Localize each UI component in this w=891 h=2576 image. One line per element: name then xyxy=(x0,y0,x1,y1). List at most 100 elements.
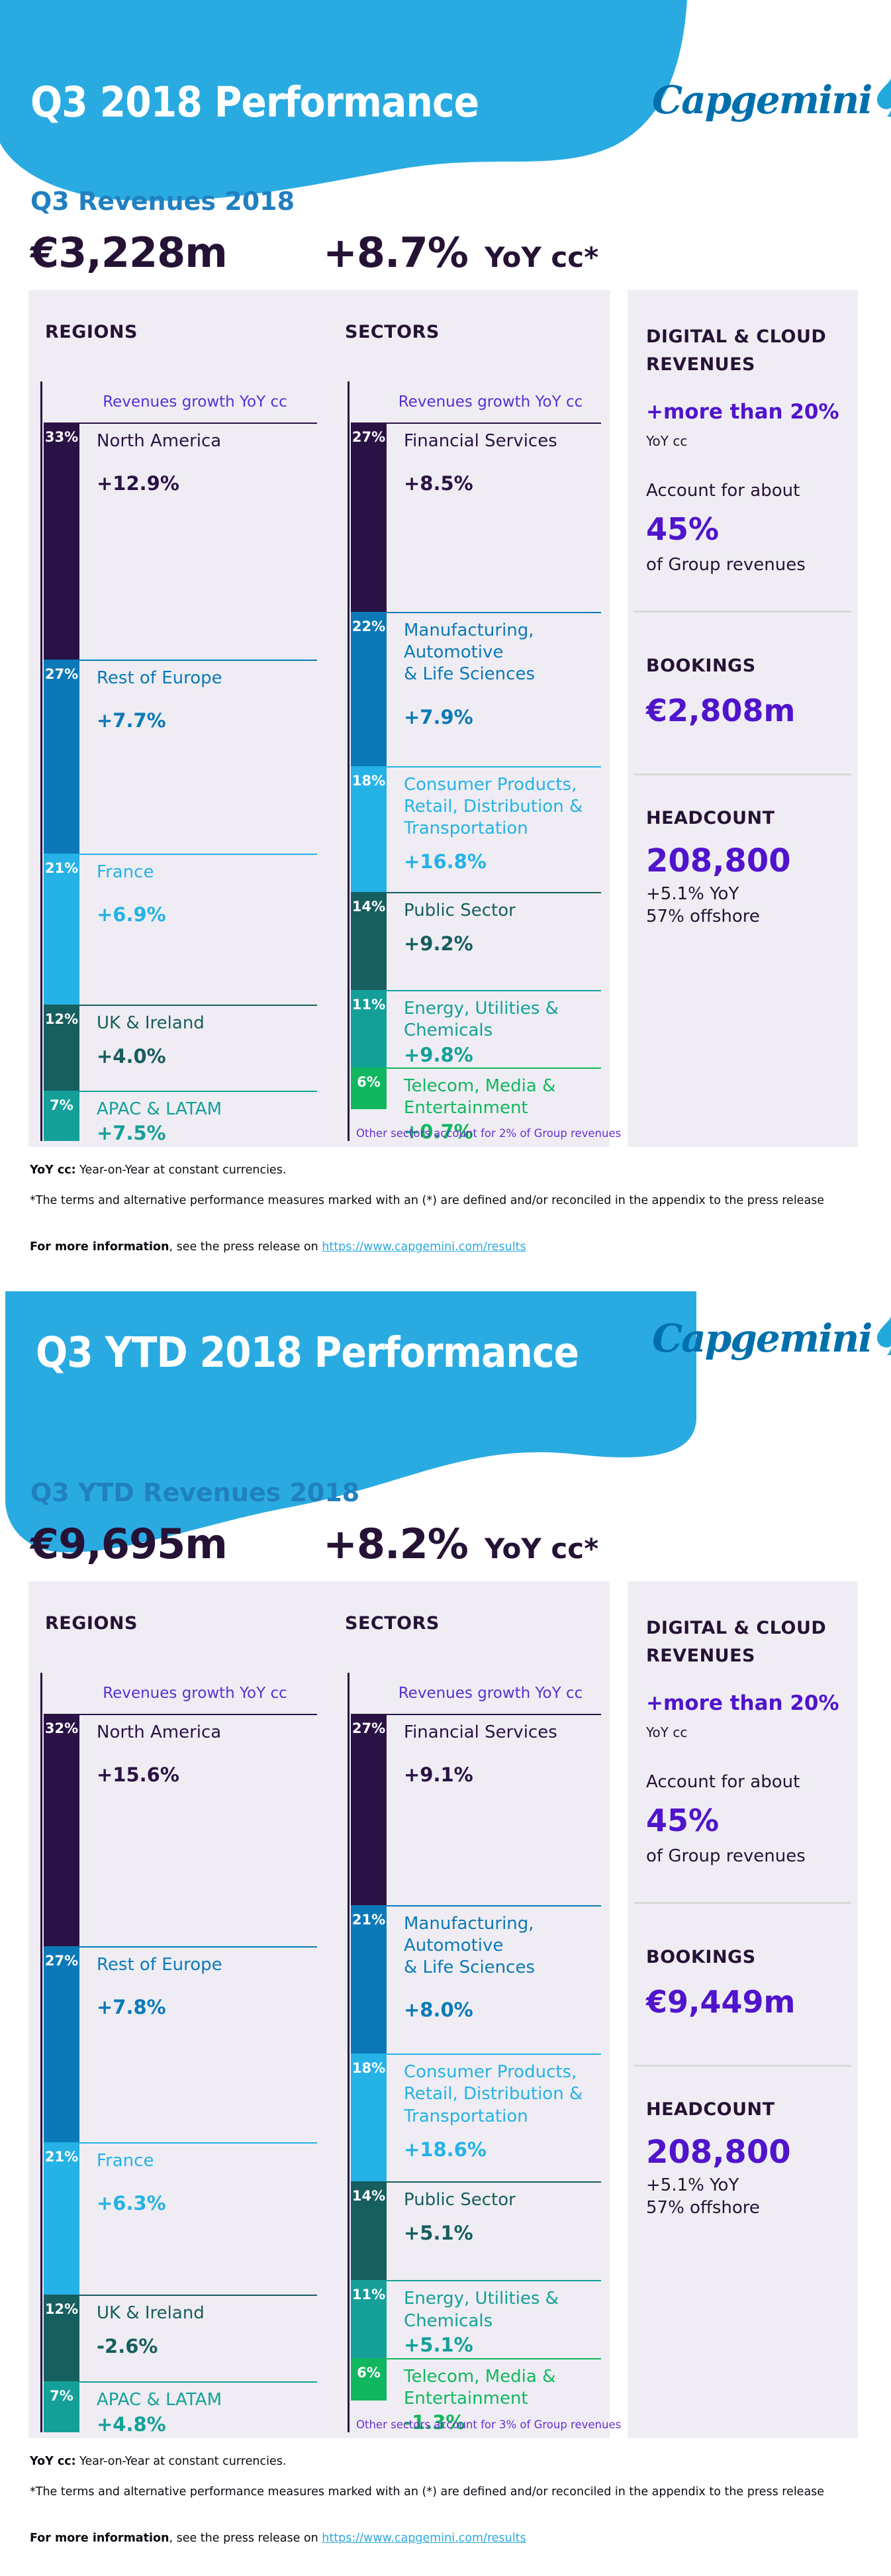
sectors-axis-label: Revenues growth YoY cc xyxy=(398,1685,583,1702)
footnote-more-info-text: , see the press release on xyxy=(169,2532,322,2545)
bookings-title: BOOKINGS xyxy=(646,1947,756,1967)
headcount-value: 208,800 xyxy=(646,842,791,879)
sector-segment-energy-utilities: 11% Energy, Utilities & Chemicals +9.8% xyxy=(351,990,601,1067)
segment-bar: 14% xyxy=(351,891,387,991)
segment-text: Manufacturing, Automotive & Life Science… xyxy=(387,611,601,766)
segment-share-label: 6% xyxy=(357,2364,381,2381)
segment-share-label: 21% xyxy=(44,860,79,876)
sectors-title: SECTORS xyxy=(345,1613,440,1634)
segment-growth: +9.1% xyxy=(404,1763,473,1787)
segment-name: Public Sector xyxy=(404,2189,516,2210)
segment-bar: 27% xyxy=(351,422,387,612)
headcount-title: HEADCOUNT xyxy=(646,808,775,828)
segment-growth: +0.7% xyxy=(404,1120,473,1144)
segment-share-label: 12% xyxy=(44,1011,79,1027)
charts-panel: REGIONS Revenues growth YoY cc 32% North … xyxy=(28,1581,621,2438)
sector-segment-public-sector: 14% Public Sector +9.2% xyxy=(351,891,601,991)
banner-title: Q3 2018 Performance xyxy=(30,78,479,126)
footnote-yoy-term: YoY cc: xyxy=(30,2455,76,2468)
headcount-value: 208,800 xyxy=(646,2134,791,2171)
segment-text: Manufacturing, Automotive & Life Science… xyxy=(387,1905,601,2054)
regions-bars: 32% North America +15.6% 27% Rest of Europe +… xyxy=(44,1714,317,2436)
segment-bar: 14% xyxy=(351,2181,387,2281)
segment-name: Consumer Products, Retail, Distribution … xyxy=(404,774,583,839)
segment-name: North America xyxy=(97,431,222,451)
segment-name: Consumer Products, Retail, Distribution … xyxy=(404,2062,583,2126)
region-segment-apac-latam: 7% APAC & LATAM +7.5% xyxy=(44,1091,317,1144)
segment-name: Energy, Utilities & Chemicals xyxy=(404,999,559,1041)
segment-text: Financial Services +8.5% xyxy=(387,422,601,612)
kpi-divider xyxy=(634,773,851,775)
digital-cloud-share-unit: of Group revenues xyxy=(646,555,806,575)
region-segment-north-america: 33% North America +12.9% xyxy=(44,422,317,660)
footnote-more-info-label: For more information xyxy=(30,2532,169,2545)
capgemini-logo-text: Capgemini xyxy=(652,1316,872,1361)
headcount-yoy: +5.1% YoY xyxy=(646,884,739,904)
digital-cloud-share-unit: of Group revenues xyxy=(646,1846,806,1866)
segment-bar: 32% xyxy=(44,1714,79,1946)
segment-share-label: 32% xyxy=(44,1720,79,1736)
segment-share-label: 21% xyxy=(352,1911,386,1928)
revenues-growth: +8.7% xyxy=(322,228,469,277)
segment-name: Public Sector xyxy=(404,900,516,920)
segment-name: Manufacturing, Automotive & Life Science… xyxy=(404,1913,535,1978)
bookings-title: BOOKINGS xyxy=(646,656,756,676)
segment-share-label: 27% xyxy=(352,429,386,445)
segment-share-label: 21% xyxy=(44,2148,79,2165)
revenues-heading: Q3 YTD Revenues 2018 xyxy=(30,1478,360,1507)
sector-segment-manufacturing: 22% Manufacturing, Automotive & Life Scie… xyxy=(351,611,601,766)
digital-cloud-title: DIGITAL & CLOUD REVENUES xyxy=(646,1618,827,1666)
segment-growth: -1.3% xyxy=(404,2411,465,2434)
press-release-link[interactable]: https://www.capgemini.com/results xyxy=(322,2532,526,2545)
sector-segment-manufacturing: 21% Manufacturing, Automotive & Life Scie… xyxy=(351,1905,601,2054)
segment-bar: 22% xyxy=(351,611,387,766)
segment-name: Telecom, Media & Entertainment xyxy=(404,2366,556,2409)
regions-chart: Revenues growth YoY cc 33% North America +… xyxy=(40,381,317,1144)
banner-wave-shape xyxy=(0,0,687,201)
segment-bar: 6% xyxy=(351,2357,387,2401)
sectors-bars: 27% Financial Services +8.5% 22% Manufacturi… xyxy=(351,422,601,1143)
segment-text: Telecom, Media & Entertainment +0.7% xyxy=(387,1067,601,1143)
segment-name: Financial Services xyxy=(404,431,557,451)
segment-text: Energy, Utilities & Chemicals +5.1% xyxy=(387,2280,601,2358)
segment-growth: +9.2% xyxy=(404,932,473,956)
headcount-title: HEADCOUNT xyxy=(646,2099,775,2120)
segment-share-label: 27% xyxy=(352,1720,386,1736)
segment-bar: 33% xyxy=(44,422,79,660)
banner-wave-shape xyxy=(5,1291,696,1553)
segment-name: North America xyxy=(97,1722,222,1742)
segment-text: France +6.9% xyxy=(79,854,317,1005)
segment-name: APAC & LATAM xyxy=(97,2390,222,2410)
digital-cloud-account-label: Account for about xyxy=(646,481,800,501)
banner: Q3 2018 Performance xyxy=(0,0,702,215)
capgemini-spade-icon xyxy=(877,78,891,117)
segment-name: APAC & LATAM xyxy=(97,1099,222,1120)
segment-bar: 7% xyxy=(44,1091,79,1141)
digital-cloud-growth-unit: YoY cc xyxy=(646,1724,688,1740)
segment-bar: 27% xyxy=(44,660,79,854)
segment-name: Rest of Europe xyxy=(97,668,222,689)
footnote-terms: *The terms and alternative performance m… xyxy=(30,2485,825,2499)
segment-growth: +7.7% xyxy=(97,709,166,732)
sectors-footnote: Other sectors account for 3% of Group re… xyxy=(356,2418,622,2431)
kpi-panel: DIGITAL & CLOUD REVENUES +more than 20% … xyxy=(628,1581,858,2438)
region-segment-north-america: 32% North America +15.6% xyxy=(44,1714,317,1946)
sector-segment-financial-services: 27% Financial Services +8.5% xyxy=(351,422,601,612)
sectors-footnote: Other sectors account for 2% of Group re… xyxy=(356,1127,622,1140)
sector-segment-consumer-products: 18% Consumer Products, Retail, Distributi… xyxy=(351,2054,601,2181)
segment-share-label: 11% xyxy=(352,997,386,1013)
sectors-axis-label: Revenues growth YoY cc xyxy=(398,393,583,411)
segment-growth: +9.8% xyxy=(404,1043,473,1066)
segment-text: APAC & LATAM +4.8% xyxy=(79,2381,317,2436)
press-release-link[interactable]: https://www.capgemini.com/results xyxy=(322,1240,526,1254)
region-segment-rest-of-europe: 27% Rest of Europe +7.8% xyxy=(44,1946,317,2142)
region-segment-apac-latam: 7% APAC & LATAM +4.8% xyxy=(44,2381,317,2436)
digital-cloud-title: DIGITAL & CLOUD REVENUES xyxy=(646,326,827,375)
segment-name: Energy, Utilities & Chemicals xyxy=(404,2289,559,2331)
headcount-offshore: 57% offshore xyxy=(646,907,760,926)
charts-panel: REGIONS Revenues growth YoY cc 33% North … xyxy=(28,290,621,1147)
revenues-headline: €9,695m +8.2% YoY cc* xyxy=(30,1520,598,1568)
segment-text: Rest of Europe +7.7% xyxy=(79,660,317,854)
kpi-divider xyxy=(634,1902,851,1904)
